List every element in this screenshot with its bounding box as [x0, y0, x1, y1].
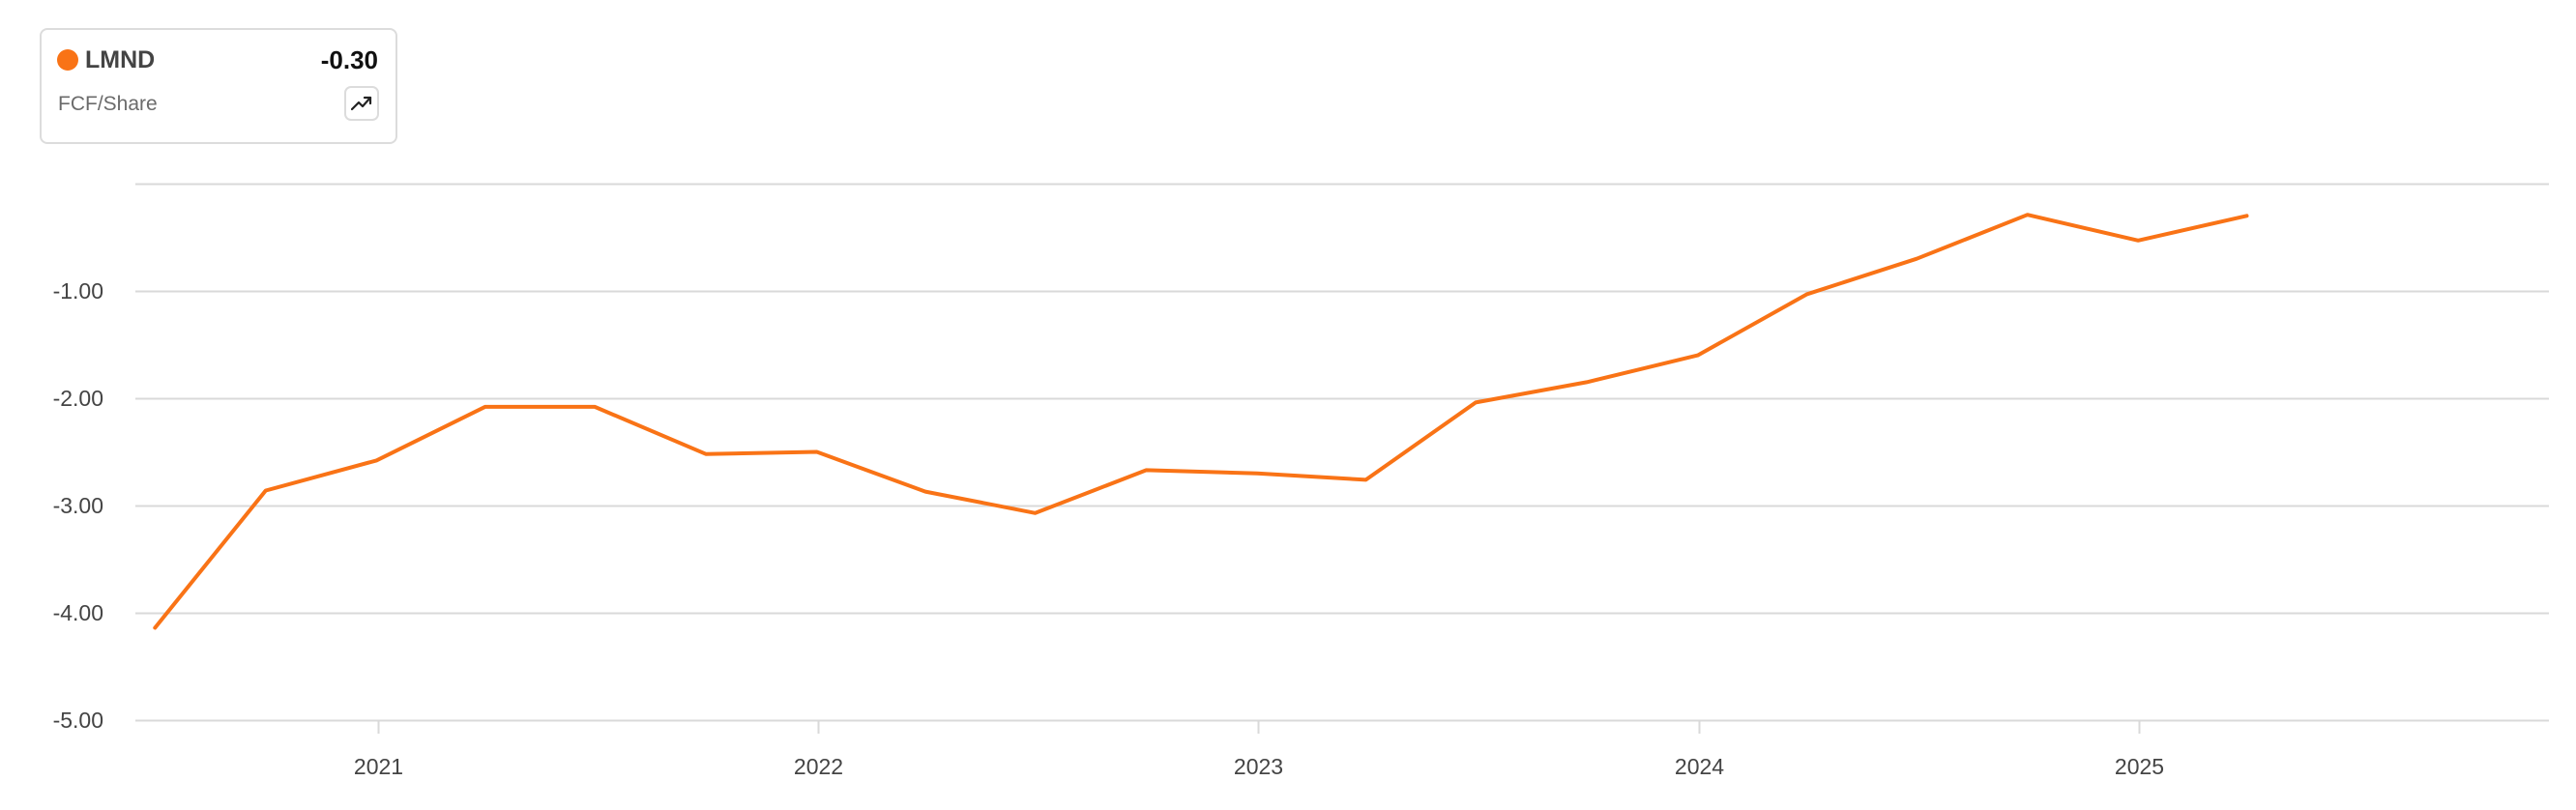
x-tick-label: 2023 — [1234, 754, 1283, 779]
grid-lines — [135, 183, 2549, 722]
data-point[interactable] — [1798, 284, 1817, 304]
data-point[interactable] — [145, 619, 164, 638]
data-point[interactable] — [2018, 205, 2037, 224]
legend-card: LMND -0.30 FCF/Share — [40, 28, 397, 144]
data-point[interactable] — [2128, 231, 2148, 250]
legend-ticker: LMND — [85, 46, 156, 73]
trending-up-icon — [351, 96, 372, 111]
data-point[interactable] — [2238, 206, 2257, 225]
x-tick-label: 2022 — [794, 754, 843, 779]
data-point[interactable] — [1357, 470, 1376, 489]
data-point[interactable] — [366, 450, 386, 470]
x-tick-label: 2025 — [2115, 754, 2164, 779]
y-tick-label: -5.00 — [53, 708, 103, 733]
data-point[interactable] — [1136, 460, 1156, 479]
data-point[interactable] — [476, 397, 495, 417]
series-line-lmnd — [153, 213, 2249, 630]
data-point[interactable] — [256, 481, 276, 501]
data-point[interactable] — [1026, 504, 1045, 523]
data-point[interactable] — [1688, 346, 1708, 365]
series-lines — [145, 205, 2257, 638]
data-point[interactable] — [1907, 249, 1926, 269]
y-tick-label: -2.00 — [53, 386, 103, 411]
y-tick-label: -4.00 — [53, 600, 103, 625]
data-point[interactable] — [807, 443, 827, 462]
y-tick-label: -1.00 — [53, 278, 103, 304]
legend-latest-value: -0.30 — [320, 45, 378, 74]
data-point[interactable] — [916, 482, 935, 502]
y-axis-tick-labels: -1.00 -2.00 -3.00 -4.00 -5.00 — [53, 278, 103, 733]
y-tick-label: -3.00 — [53, 493, 103, 518]
x-tick-label: 2021 — [354, 754, 403, 779]
data-point[interactable] — [1247, 464, 1267, 483]
data-point[interactable] — [1466, 392, 1485, 412]
data-point[interactable] — [696, 445, 716, 464]
x-tick-label: 2024 — [1675, 754, 1724, 779]
trend-toggle-button[interactable] — [344, 86, 379, 121]
x-axis-ticks: 2021 2022 2023 2024 2025 — [354, 720, 2164, 779]
data-point[interactable] — [585, 397, 604, 417]
series-color-dot — [57, 49, 78, 71]
data-point[interactable] — [1577, 372, 1596, 391]
legend-metric-label: FCF/Share — [58, 93, 158, 115]
